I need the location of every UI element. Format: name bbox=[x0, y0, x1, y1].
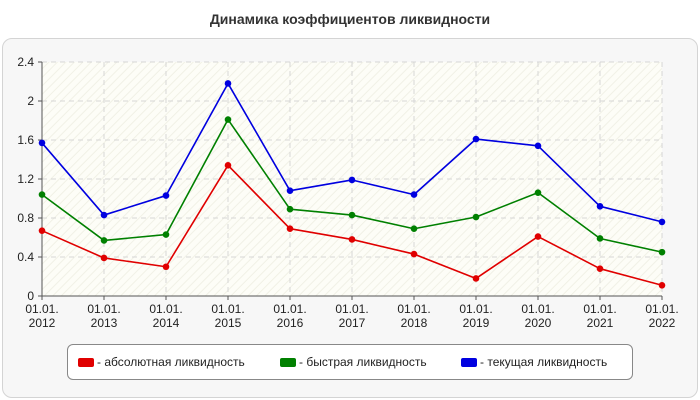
data-point[interactable] bbox=[162, 192, 170, 199]
x-tick-label: 01.01. bbox=[149, 302, 182, 316]
data-point[interactable] bbox=[348, 176, 356, 184]
data-point[interactable] bbox=[100, 254, 108, 262]
data-point[interactable] bbox=[100, 237, 108, 244]
data-point[interactable] bbox=[534, 142, 542, 150]
y-tick-label: 0 bbox=[27, 289, 34, 303]
x-tick-label: 01.01. bbox=[87, 302, 120, 316]
data-point[interactable] bbox=[658, 218, 666, 226]
data-point[interactable] bbox=[472, 135, 480, 143]
data-point[interactable] bbox=[224, 116, 232, 123]
data-point[interactable] bbox=[658, 281, 666, 289]
x-tick-label-year: 2019 bbox=[463, 316, 490, 330]
x-tick-label: 01.01. bbox=[397, 302, 430, 316]
data-point[interactable] bbox=[348, 211, 356, 219]
data-point[interactable] bbox=[596, 265, 604, 273]
data-point[interactable] bbox=[286, 225, 294, 233]
x-tick-label: 01.01. bbox=[25, 302, 58, 316]
data-point[interactable] bbox=[38, 139, 46, 147]
x-tick-label-year: 2021 bbox=[587, 316, 614, 330]
data-point[interactable] bbox=[658, 248, 666, 256]
legend-item-quick: - быстрая ликвидность bbox=[280, 355, 427, 369]
data-point[interactable] bbox=[100, 211, 108, 219]
x-tick-label: 01.01. bbox=[273, 302, 306, 316]
series-layer bbox=[38, 80, 666, 289]
data-point[interactable] bbox=[410, 225, 418, 233]
x-tick-label-year: 2018 bbox=[401, 316, 428, 330]
legend-item-current: - текущая ликвидность bbox=[461, 355, 607, 369]
gridlines bbox=[42, 61, 663, 296]
data-point[interactable] bbox=[410, 191, 418, 198]
x-tick-label-year: 2015 bbox=[215, 316, 242, 330]
x-tick-label: 01.01. bbox=[459, 302, 492, 316]
x-tick-label-year: 2017 bbox=[339, 316, 366, 330]
data-point[interactable] bbox=[596, 203, 604, 210]
legend-swatch-blue bbox=[461, 357, 477, 367]
legend-swatch-red bbox=[78, 357, 94, 367]
x-tick-label: 01.01. bbox=[335, 302, 368, 316]
chart-title: Динамика коэффициентов ликвидности bbox=[209, 11, 491, 27]
x-tick-label: 01.01. bbox=[211, 302, 244, 316]
x-tick-label-year: 2020 bbox=[525, 316, 552, 330]
data-point[interactable] bbox=[410, 250, 418, 258]
data-point[interactable] bbox=[162, 231, 170, 238]
data-point[interactable] bbox=[38, 191, 46, 198]
x-tick-label-year: 2012 bbox=[29, 316, 56, 330]
y-tick-label: 1.6 bbox=[17, 133, 34, 147]
legend: - абсолютная ликвидность - быстрая ликви… bbox=[67, 344, 633, 380]
data-point[interactable] bbox=[472, 275, 480, 282]
data-point[interactable] bbox=[472, 213, 480, 221]
y-tick-label: 2 bbox=[27, 94, 34, 108]
x-tick-label-year: 2013 bbox=[91, 316, 118, 330]
data-point[interactable] bbox=[286, 187, 294, 194]
x-tick-label: 01.01. bbox=[583, 302, 616, 316]
axes: 00.40.81.21.622.401.01.201201.01.201301.… bbox=[17, 55, 678, 330]
data-point[interactable] bbox=[224, 80, 232, 87]
legend-label: - текущая ликвидность bbox=[480, 355, 608, 369]
y-tick-label: 1.2 bbox=[17, 172, 34, 186]
data-point[interactable] bbox=[534, 189, 542, 196]
legend-swatch-green bbox=[280, 357, 296, 367]
x-tick-label-year: 2016 bbox=[277, 316, 304, 330]
x-tick-label-year: 2014 bbox=[153, 316, 180, 330]
data-point[interactable] bbox=[596, 235, 604, 242]
data-point[interactable] bbox=[286, 205, 294, 213]
x-tick-label-year: 2022 bbox=[649, 316, 676, 330]
y-tick-label: 0.8 bbox=[17, 211, 34, 225]
data-point[interactable] bbox=[534, 233, 542, 240]
x-tick-label: 01.01. bbox=[645, 302, 678, 316]
x-tick-label: 01.01. bbox=[521, 302, 554, 316]
y-tick-label: 0.4 bbox=[17, 250, 34, 264]
y-tick-label: 2.4 bbox=[17, 55, 34, 69]
legend-label: - абсолютная ликвидность bbox=[97, 355, 245, 369]
legend-label: - быстрая ликвидность bbox=[299, 355, 427, 369]
data-point[interactable] bbox=[224, 162, 232, 169]
data-point[interactable] bbox=[162, 263, 170, 271]
legend-item-absolute: - абсолютная ликвидность bbox=[78, 355, 245, 369]
data-point[interactable] bbox=[38, 227, 46, 234]
data-point[interactable] bbox=[348, 236, 356, 243]
